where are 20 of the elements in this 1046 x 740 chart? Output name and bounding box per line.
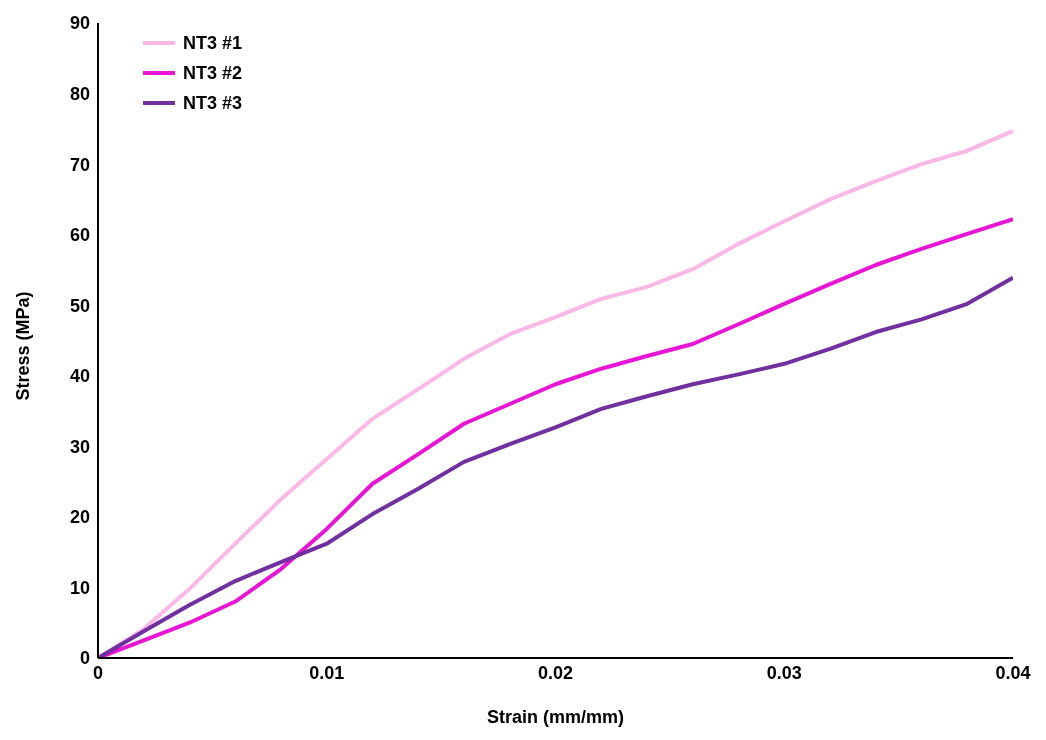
legend-label: NT3 #1 bbox=[183, 32, 243, 55]
y-tick-label: 30 bbox=[69, 436, 90, 457]
x-tick-label: 0.01 bbox=[309, 662, 345, 683]
y-tick-label: 0 bbox=[79, 648, 90, 669]
x-axis-title: Strain (mm/mm) bbox=[486, 707, 625, 727]
y-tick-label: 10 bbox=[69, 577, 90, 598]
y-axis-title: Stress (MPa) bbox=[13, 291, 34, 401]
y-tick-label: 50 bbox=[69, 295, 90, 316]
y-tick-label: 90 bbox=[69, 13, 90, 34]
x-tick-label: 0 bbox=[92, 662, 104, 683]
legend-label: NT3 #2 bbox=[183, 62, 243, 85]
x-tick-label: 0.03 bbox=[766, 662, 802, 683]
y-tick-label: 70 bbox=[69, 154, 90, 175]
x-tick-label: 0.04 bbox=[995, 662, 1031, 683]
y-tick-label: 60 bbox=[69, 225, 90, 246]
y-tick-label: 80 bbox=[69, 83, 90, 104]
x-tick-label: 0.02 bbox=[537, 662, 574, 683]
y-tick-label: 40 bbox=[69, 366, 90, 387]
legend-label: NT3 #3 bbox=[183, 92, 243, 115]
y-tick-label: 20 bbox=[69, 507, 90, 528]
